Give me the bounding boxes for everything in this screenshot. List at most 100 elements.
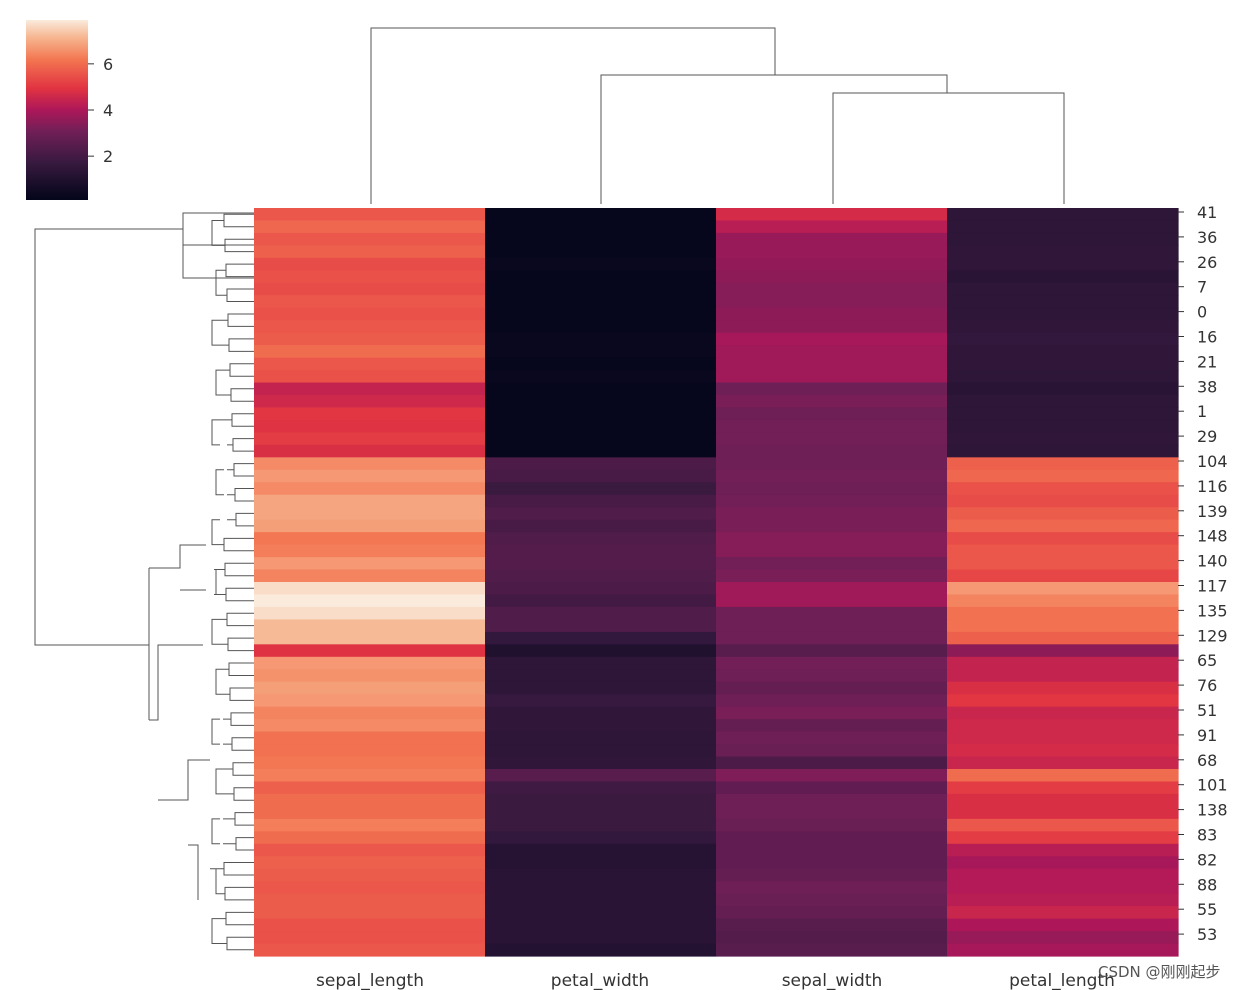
heatmap-cell: [947, 793, 1179, 807]
row-tick-label: 138: [1197, 801, 1228, 820]
heatmap-cell: [254, 320, 486, 334]
heatmap-cell: [485, 419, 717, 433]
row-tick-label: 91: [1197, 726, 1217, 745]
row-tick-label: 51: [1197, 701, 1217, 720]
heatmap-cell: [485, 432, 717, 446]
col-label-sepal-width: sepal_width: [782, 971, 883, 990]
heatmap-cell: [485, 282, 717, 296]
heatmap-cell: [254, 694, 486, 708]
heatmap-cell: [485, 756, 717, 770]
row-tick-label: 116: [1197, 477, 1228, 496]
heatmap-cell: [254, 569, 486, 583]
heatmap-cell: [716, 419, 948, 433]
heatmap-cell: [716, 769, 948, 783]
row-tick-label: 76: [1197, 676, 1217, 695]
heatmap-cell: [716, 569, 948, 583]
heatmap-cell: [716, 320, 948, 334]
heatmap-cell: [485, 370, 717, 384]
heatmap-cell: [485, 806, 717, 820]
heatmap-cell: [254, 656, 486, 670]
colorbar: 2 4 6: [26, 20, 113, 200]
heatmap-cell: [485, 245, 717, 259]
heatmap-cell: [947, 881, 1179, 895]
row-tick-label: 104: [1197, 452, 1228, 471]
heatmap-cell: [254, 644, 486, 658]
heatmap-cell: [254, 557, 486, 571]
heatmap-cell: [254, 843, 486, 857]
heatmap-cell: [485, 793, 717, 807]
heatmap-cell: [716, 806, 948, 820]
row-tick-label: 53: [1197, 925, 1217, 944]
heatmap-cell: [716, 881, 948, 895]
heatmap-cell: [485, 307, 717, 321]
heatmap-cell: [716, 582, 948, 596]
row-tick-label: 88: [1197, 875, 1217, 894]
heatmap-cell: [947, 594, 1179, 608]
heatmap-cell: [254, 469, 486, 483]
heatmap-cell: [716, 208, 948, 222]
heatmap-cell: [485, 557, 717, 571]
colorbar-tick-label: 6: [103, 55, 113, 74]
row-tick-label: 65: [1197, 651, 1217, 670]
heatmap-cell: [947, 382, 1179, 396]
col-label-petal-width: petal_width: [551, 971, 649, 990]
row-tick-label: 139: [1197, 502, 1228, 521]
heatmap-cell: [716, 619, 948, 633]
row-tick-label: 68: [1197, 751, 1217, 770]
heatmap-cell: [947, 482, 1179, 496]
heatmap-cell: [716, 232, 948, 246]
heatmap-cell: [254, 370, 486, 384]
heatmap-cell: [254, 906, 486, 920]
heatmap-cell: [716, 856, 948, 870]
heatmap-cell: [254, 444, 486, 458]
heatmap-cell: [254, 943, 486, 957]
row-dendro-link-setosa: [182, 213, 254, 279]
heatmap-cell: [947, 606, 1179, 620]
heatmap-cell: [716, 220, 948, 234]
heatmap-cell: [254, 270, 486, 284]
heatmap-cell: [485, 831, 717, 845]
heatmap-cell: [254, 257, 486, 271]
heatmap-cell: [254, 382, 486, 396]
heatmap-cell: [716, 831, 948, 845]
heatmap-cell: [716, 432, 948, 446]
heatmap-cell: [485, 257, 717, 271]
heatmap-cell: [947, 582, 1179, 596]
heatmap-cell: [254, 918, 486, 932]
heatmap-cell: [947, 719, 1179, 733]
row-dendrogram-leaves: [210, 213, 254, 951]
row-tick-label: 82: [1197, 850, 1217, 869]
heatmap-cell: [947, 906, 1179, 920]
heatmap-cell: [485, 582, 717, 596]
row-tick-label: 140: [1197, 552, 1228, 571]
row-tick-label: 7: [1197, 278, 1207, 297]
heatmap-cell: [254, 781, 486, 795]
heatmap-cell: [947, 270, 1179, 284]
heatmap-cell: [254, 606, 486, 620]
heatmap-cell: [947, 345, 1179, 359]
heatmap-cell: [485, 332, 717, 346]
heatmap-cell: [254, 631, 486, 645]
heatmap-cell: [254, 532, 486, 546]
heatmap-cell: [254, 806, 486, 820]
heatmap-cell: [716, 818, 948, 832]
heatmap-cell: [716, 469, 948, 483]
heatmap-cell: [947, 918, 1179, 932]
heatmap-cell: [254, 419, 486, 433]
heatmap-cell: [485, 931, 717, 945]
heatmap-cell: [947, 370, 1179, 384]
colorbar-ticks: 2 4 6: [88, 55, 113, 166]
heatmap-cell: [485, 519, 717, 533]
heatmap-cell: [485, 681, 717, 695]
heatmap-cell: [485, 706, 717, 720]
heatmap-cell: [716, 245, 948, 259]
row-tick-label: 36: [1197, 228, 1217, 247]
heatmap-cell: [254, 519, 486, 533]
heatmap-cell: [716, 781, 948, 795]
heatmap-cell: [485, 482, 717, 496]
col-dendro-link-root: [370, 27, 776, 204]
heatmap-cell: [716, 631, 948, 645]
heatmap-cell: [716, 295, 948, 309]
heatmap-cell: [947, 943, 1179, 957]
